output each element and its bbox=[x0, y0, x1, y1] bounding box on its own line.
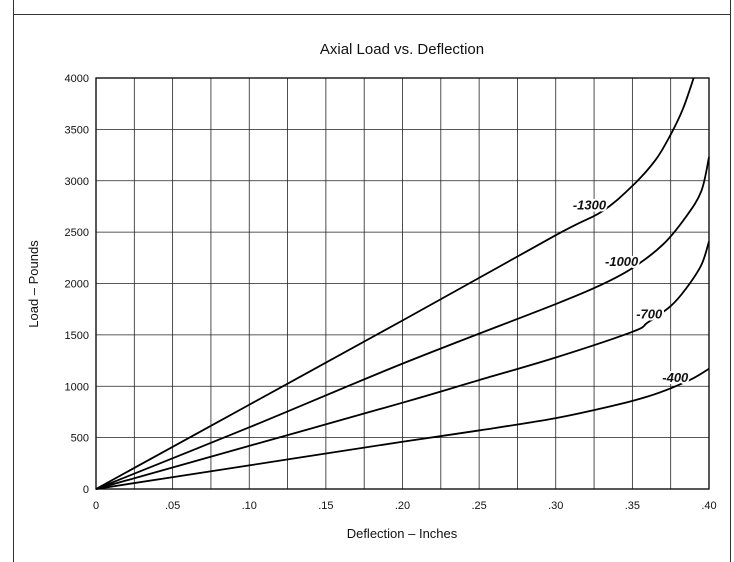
x-tick-label: .30 bbox=[548, 500, 563, 512]
plot-border bbox=[95, 77, 710, 490]
x-tick-label: .25 bbox=[471, 500, 486, 512]
x-tick-label: .15 bbox=[318, 500, 333, 512]
x-tick-label: .05 bbox=[165, 500, 180, 512]
y-tick-label: 2500 bbox=[65, 227, 89, 239]
y-tick-label: 1000 bbox=[65, 381, 89, 393]
curve-series-minus-700 bbox=[95, 241, 710, 490]
curve-series-minus-1300 bbox=[95, 77, 695, 490]
y-tick-label: 0 bbox=[83, 484, 89, 496]
x-tick-label: .20 bbox=[395, 500, 410, 512]
y-tick-label: 4000 bbox=[65, 73, 89, 85]
y-tick-label: 3000 bbox=[65, 176, 89, 188]
y-axis-label: Load – Pounds bbox=[26, 240, 41, 328]
y-tick-label: 2000 bbox=[65, 279, 89, 291]
curve-label: -400 bbox=[662, 370, 689, 385]
curve-series-minus-400 bbox=[95, 368, 710, 490]
y-tick-label: 1500 bbox=[65, 330, 89, 342]
curve-label: -1300 bbox=[573, 198, 607, 213]
y-tick-label: 500 bbox=[71, 433, 89, 445]
x-tick-label: .10 bbox=[242, 500, 257, 512]
x-tick-label: .35 bbox=[625, 500, 640, 512]
curve-label-layer: -1300 -1000 -700 -400 bbox=[571, 196, 691, 388]
curve-label: -700 bbox=[636, 306, 663, 321]
x-tick-label: 0 bbox=[93, 500, 99, 512]
x-tick-label: .40 bbox=[701, 500, 716, 512]
grid-layer bbox=[95, 77, 710, 490]
curve-layer bbox=[95, 77, 710, 490]
tick-label-layer: 0 500 1000 1500 2000 2500 3000 3500 4000 0 .05 .10.… bbox=[65, 73, 717, 512]
curve-series-minus-1000 bbox=[95, 156, 710, 490]
chart-title: Axial Load vs. Deflection bbox=[320, 41, 484, 58]
y-tick-label: 3500 bbox=[65, 124, 89, 136]
curve-label: -1000 bbox=[605, 254, 639, 269]
x-axis-label: Deflection – Inches bbox=[347, 526, 458, 541]
